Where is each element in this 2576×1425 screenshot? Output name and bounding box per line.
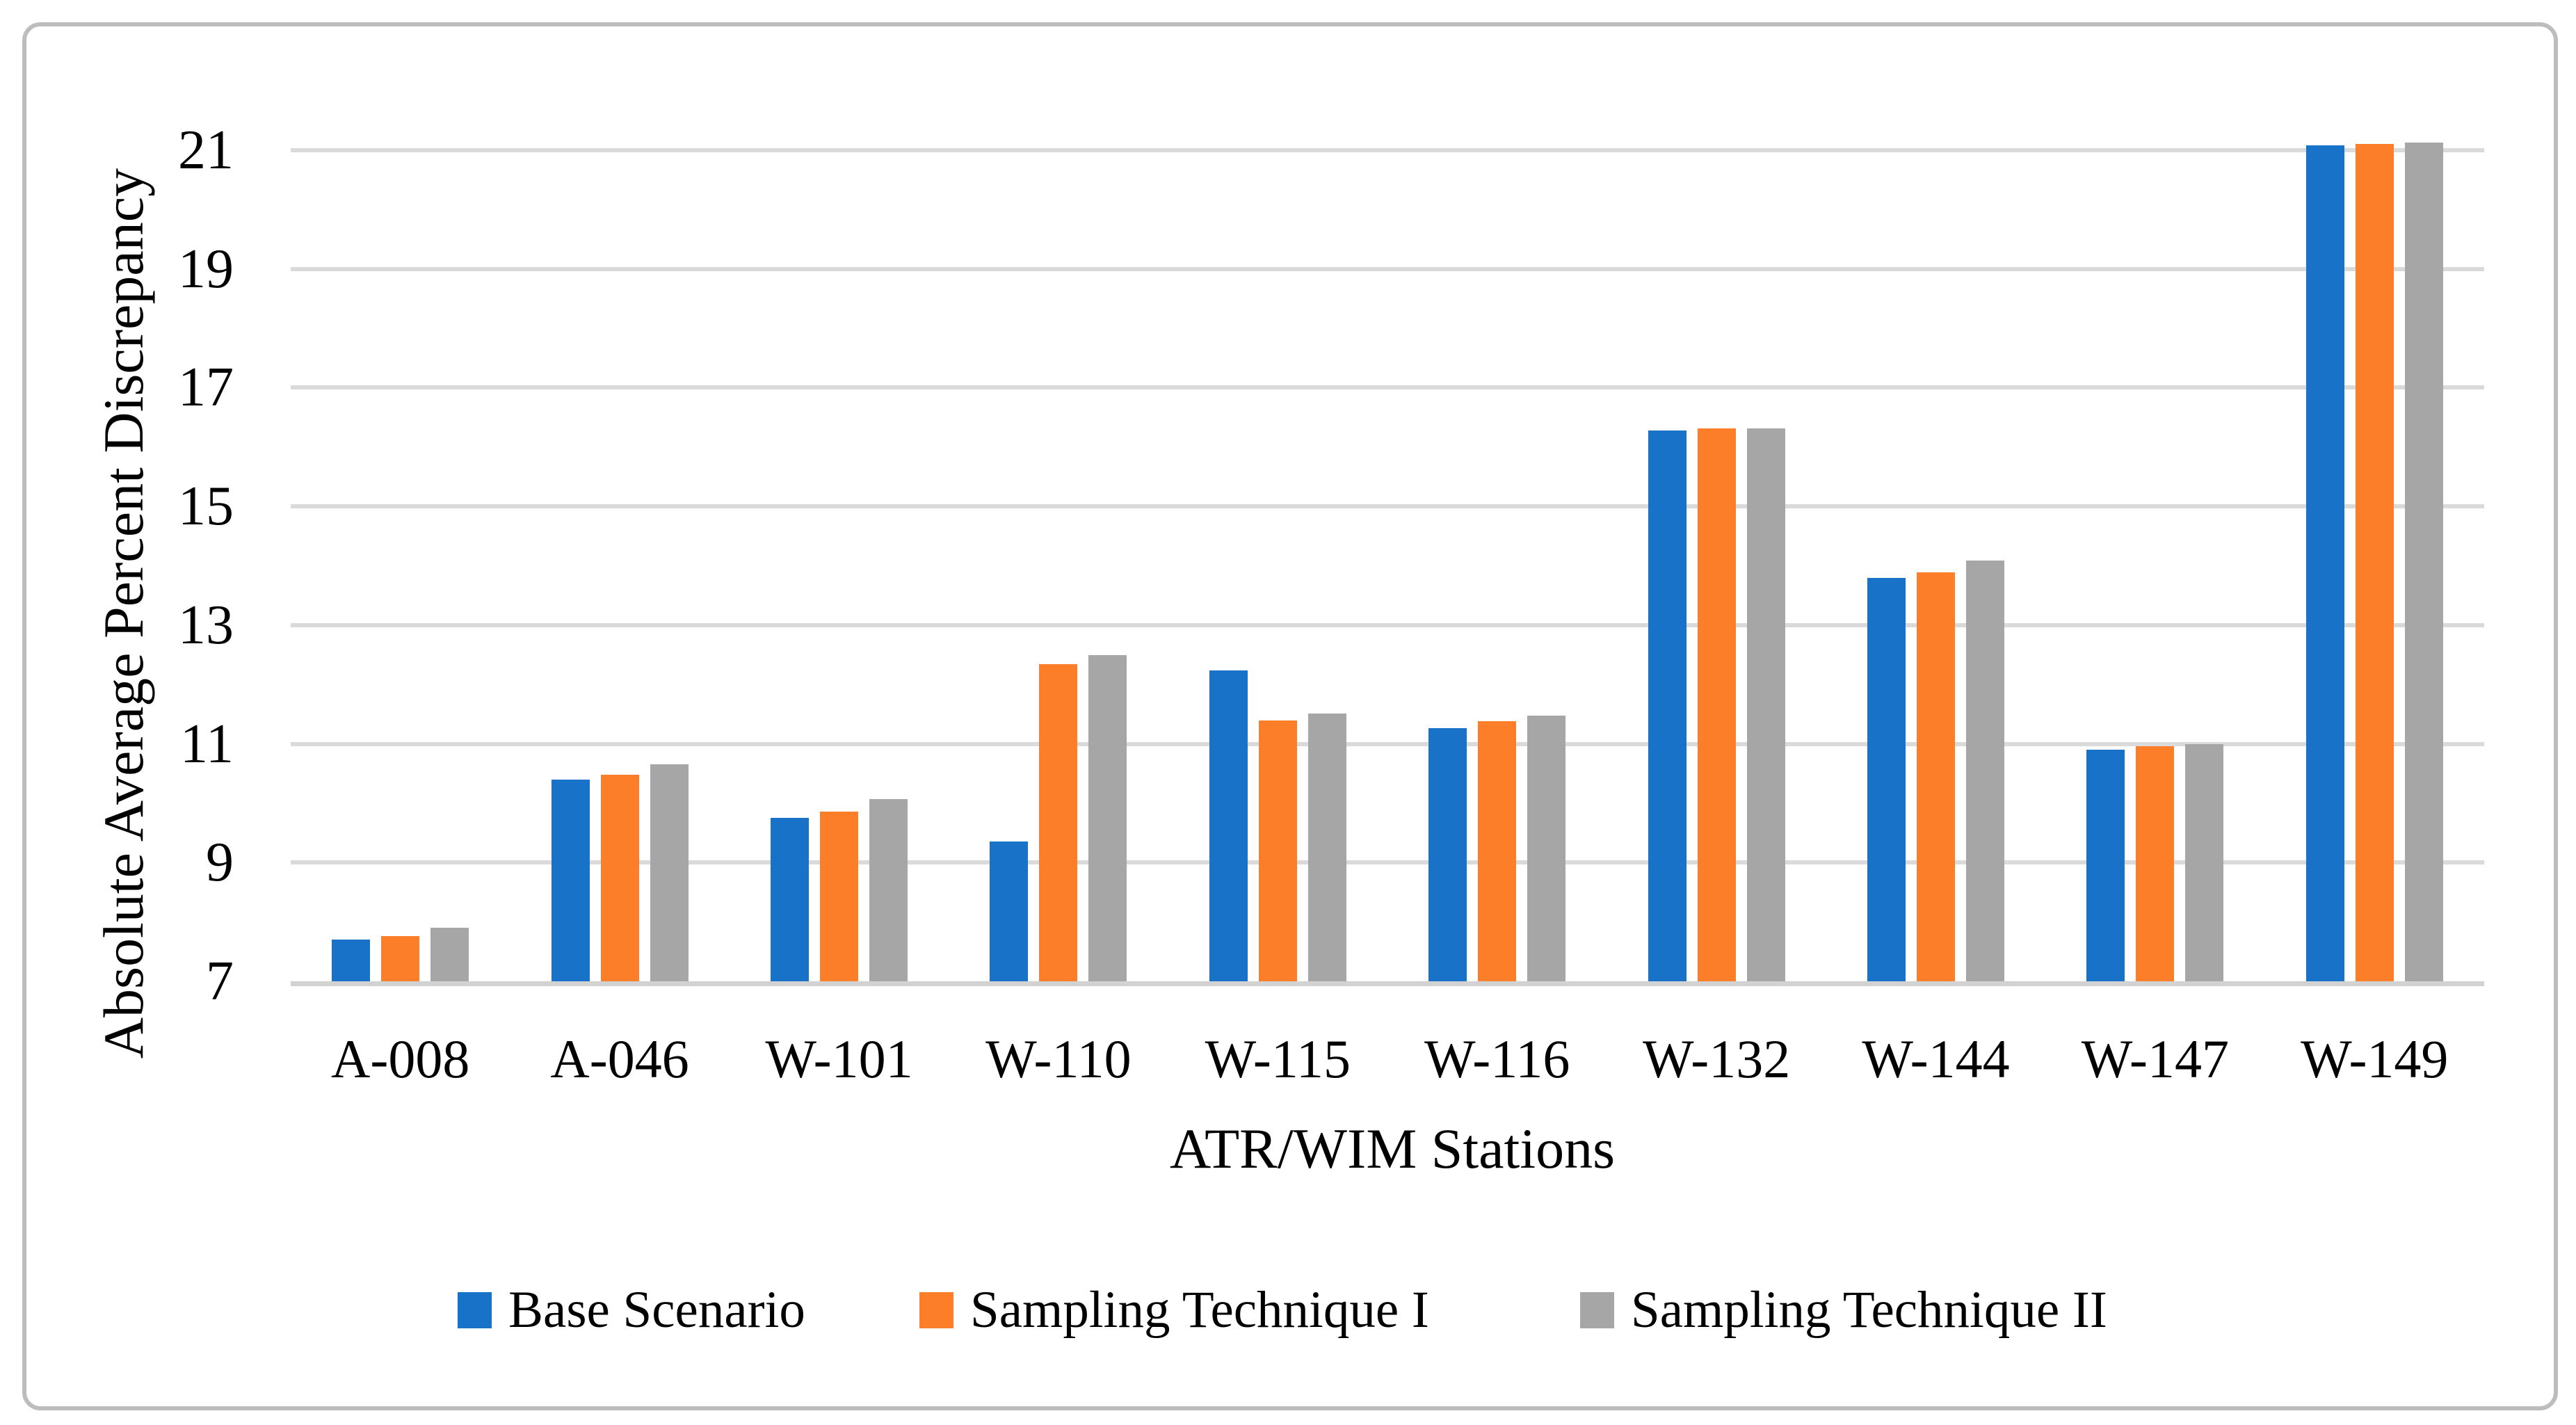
- bar-sampling-technique-ii-W-144: [1965, 560, 2004, 981]
- legend-item-base-scenario: Base Scenario: [458, 1281, 805, 1339]
- bar-group-A-046: [510, 77, 729, 981]
- category-label-A-046: A-046: [550, 1029, 689, 1089]
- bar-sampling-technique-ii-W-149: [2404, 142, 2443, 981]
- legend-label: Base Scenario: [508, 1281, 805, 1339]
- bar-base-scenario-W-132: [1648, 430, 1687, 981]
- bar-sampling-technique-ii-W-101: [869, 798, 908, 981]
- bar-sampling-technique-ii-A-008: [430, 928, 469, 981]
- legend-item-sampling-technique-ii: Sampling Technique II: [1580, 1281, 2107, 1339]
- y-tick-label-7: 7: [206, 951, 234, 1012]
- bar-sampling-technique-ii-W-110: [1088, 654, 1127, 981]
- gridline-y-9: [291, 860, 2484, 865]
- bar-sampling-technique-i-W-147: [2136, 746, 2175, 981]
- gridline-y-15: [291, 504, 2484, 509]
- category-label-W-110: W-110: [985, 1029, 1132, 1089]
- bar-sampling-technique-i-A-008: [381, 936, 420, 981]
- bar-sampling-technique-i-W-116: [1478, 721, 1517, 981]
- gridline-y-13: [291, 622, 2484, 627]
- bar-base-scenario-W-115: [1209, 670, 1248, 981]
- bar-group-A-008: [291, 77, 510, 981]
- bar-sampling-technique-ii-W-115: [1307, 714, 1346, 981]
- bar-group-W-149: [2265, 77, 2484, 981]
- bar-sampling-technique-i-W-110: [1039, 664, 1078, 981]
- category-label-W-101: W-101: [765, 1029, 913, 1089]
- category-label-W-147: W-147: [2081, 1029, 2230, 1089]
- legend-label: Sampling Technique I: [970, 1281, 1429, 1339]
- gridline-y-17: [291, 385, 2484, 390]
- bar-sampling-technique-i-W-132: [1697, 428, 1736, 981]
- bar-base-scenario-W-149: [2305, 145, 2344, 981]
- bar-base-scenario-A-008: [332, 940, 371, 981]
- bar-group-W-147: [2045, 77, 2264, 981]
- x-axis-title: ATR/WIM Stations: [1169, 1117, 1616, 1180]
- category-label-W-144: W-144: [1862, 1029, 2010, 1089]
- bar-sampling-technique-i-W-101: [819, 811, 858, 981]
- y-tick-label-9: 9: [206, 832, 234, 894]
- gridline-y-19: [291, 266, 2484, 271]
- bar-base-scenario-W-110: [990, 841, 1029, 981]
- y-tick-label-19: 19: [178, 238, 234, 300]
- bar-base-scenario-A-046: [551, 779, 590, 981]
- bar-base-scenario-W-144: [1867, 577, 1906, 981]
- category-label-W-132: W-132: [1642, 1029, 1791, 1089]
- bar-group-W-144: [1826, 77, 2045, 981]
- legend-label: Sampling Technique II: [1631, 1281, 2107, 1339]
- bar-group-W-110: [949, 77, 1168, 981]
- y-tick-label-21: 21: [178, 120, 234, 181]
- category-label-A-008: A-008: [331, 1029, 470, 1089]
- bar-sampling-technique-ii-A-046: [650, 764, 689, 981]
- category-label-W-116: W-116: [1424, 1029, 1570, 1089]
- gridline-y-21: [291, 148, 2484, 152]
- y-axis-title: Absolute Average Percent Discrepancy: [92, 168, 155, 1059]
- bar-base-scenario-W-116: [1428, 727, 1467, 981]
- bar-group-W-116: [1387, 77, 1607, 981]
- category-label-W-149: W-149: [2301, 1029, 2449, 1089]
- bar-sampling-technique-i-W-115: [1258, 720, 1297, 981]
- bar-base-scenario-W-101: [770, 818, 809, 981]
- gridline-y-11: [291, 741, 2484, 746]
- bar-sampling-technique-ii-W-147: [2185, 743, 2224, 981]
- category-label-W-115: W-115: [1205, 1029, 1351, 1089]
- y-tick-label-13: 13: [178, 594, 234, 656]
- y-tick-label-17: 17: [178, 357, 234, 419]
- chart-frame: [22, 22, 2558, 1410]
- bar-sampling-technique-ii-W-116: [1527, 715, 1566, 981]
- y-tick-label-11: 11: [179, 713, 234, 775]
- bar-sampling-technique-i-W-144: [1916, 572, 1955, 981]
- bar-group-W-132: [1607, 77, 1826, 981]
- legend-item-sampling-technique-i: Sampling Technique I: [919, 1281, 1429, 1339]
- x-axis-line: [291, 981, 2484, 986]
- bar-sampling-technique-ii-W-132: [1746, 428, 1785, 981]
- legend-swatch-icon: [919, 1292, 953, 1328]
- bar-group-W-115: [1168, 77, 1387, 981]
- bar-group-W-101: [730, 77, 949, 981]
- bar-sampling-technique-i-A-046: [600, 774, 639, 981]
- y-tick-label-15: 15: [178, 476, 234, 538]
- legend-swatch-icon: [1580, 1292, 1614, 1328]
- bar-sampling-technique-i-W-149: [2355, 143, 2394, 981]
- legend-swatch-icon: [458, 1292, 492, 1328]
- bar-base-scenario-W-147: [2086, 750, 2125, 981]
